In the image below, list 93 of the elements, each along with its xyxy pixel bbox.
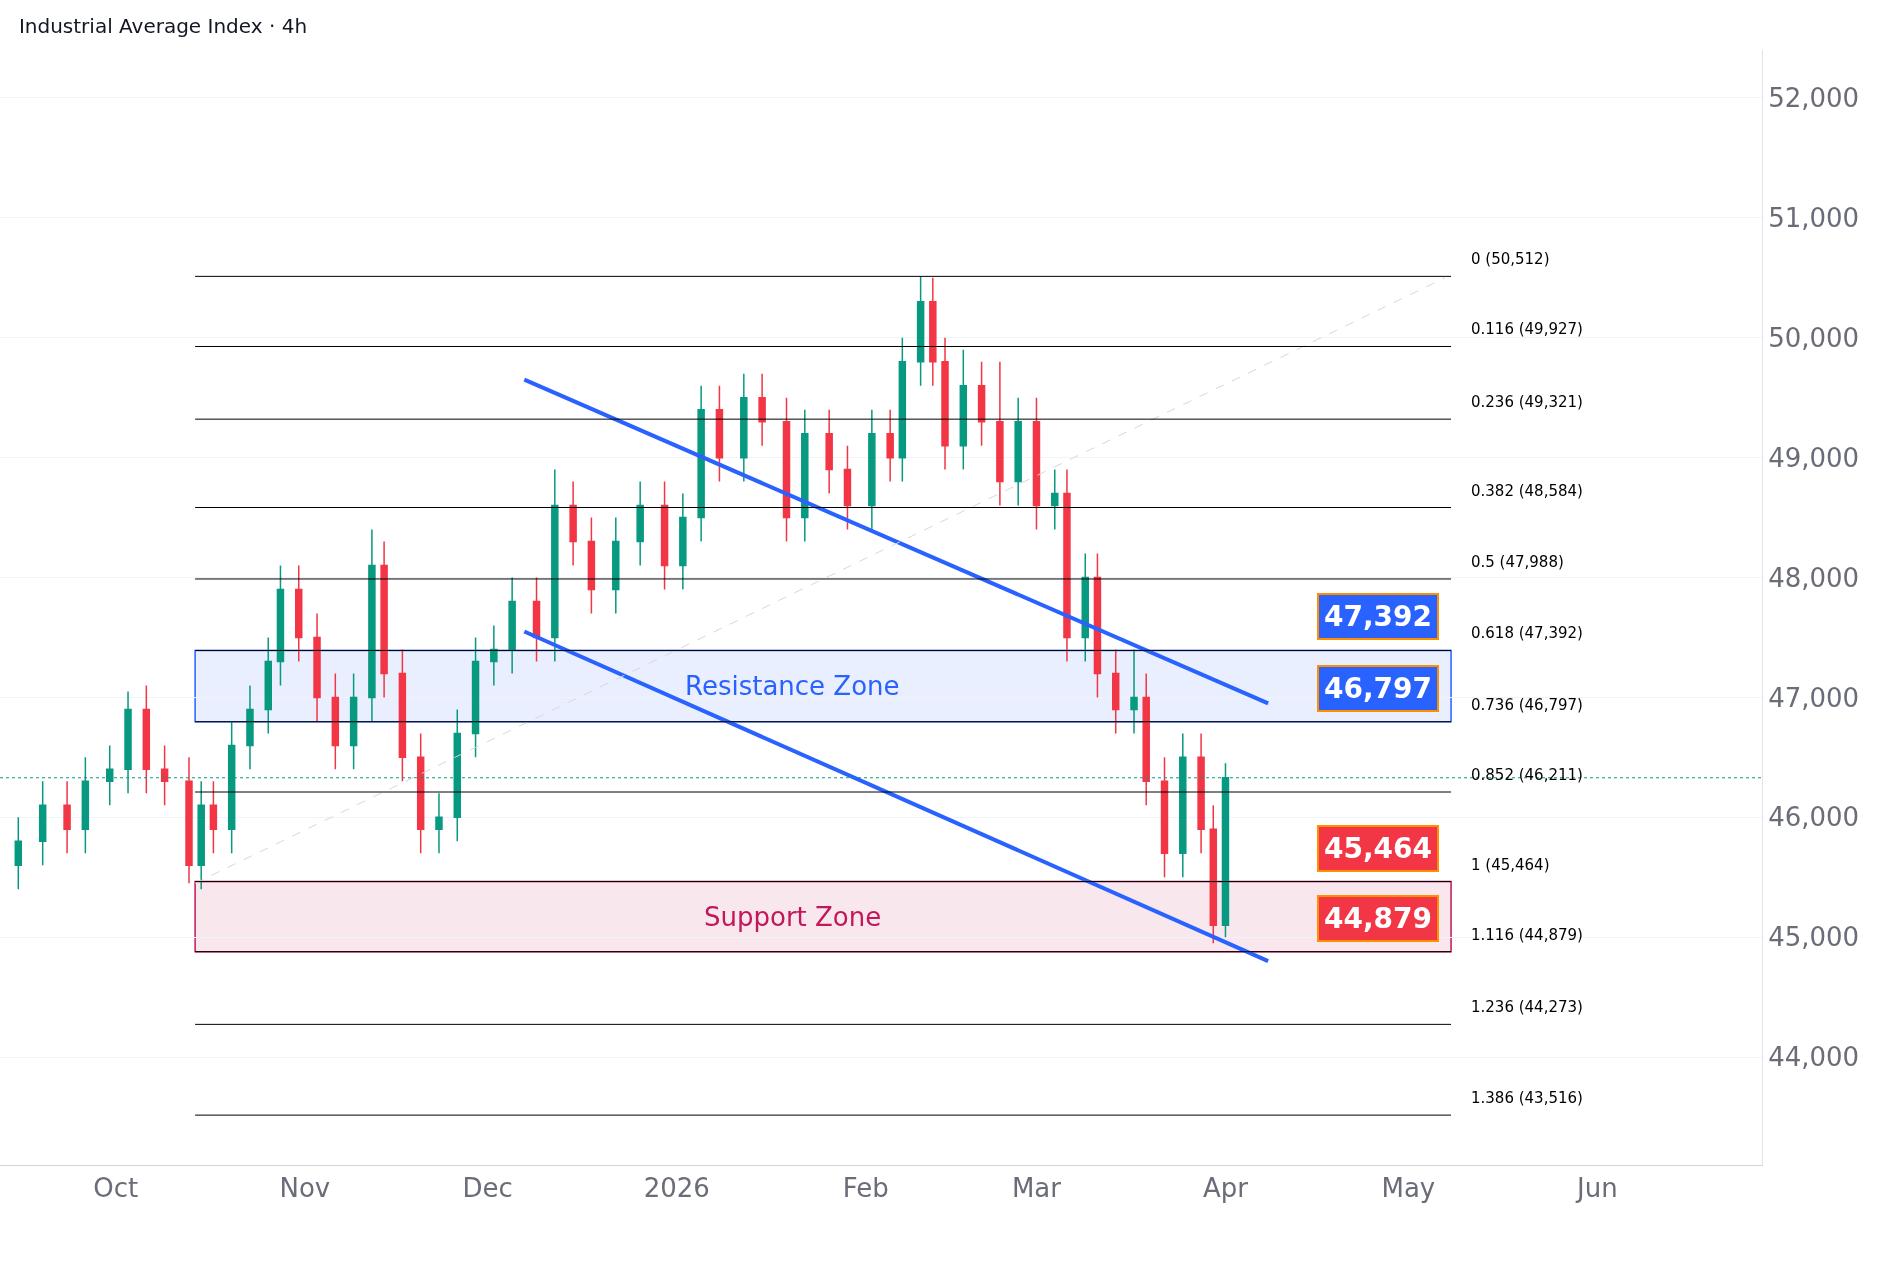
- candlestick: [349, 672, 358, 771]
- annotation: 46,797: [1324, 672, 1433, 705]
- candlestick: [246, 684, 254, 771]
- candlestick: [490, 624, 498, 687]
- candlestick: [197, 780, 205, 890]
- candlestick: [1111, 648, 1120, 735]
- ref-line-label: 0.852 (46,211): [1471, 766, 1583, 784]
- candlestick: [898, 336, 907, 483]
- candlestick: [660, 480, 669, 591]
- candlestick: [551, 468, 559, 663]
- candlestick: [1051, 468, 1059, 531]
- ref-line-label: 1.236 (44,273): [1471, 998, 1583, 1016]
- candlestick: [843, 444, 852, 531]
- candlestick: [1032, 396, 1041, 531]
- candlestick: [569, 480, 577, 567]
- ref-line-label: 0.5 (47,988): [1471, 553, 1564, 571]
- candlestick: [801, 408, 809, 543]
- y-tick-label: 44,000: [1768, 1042, 1860, 1073]
- y-tick-label: 49,000: [1768, 442, 1860, 473]
- annotation: 47,392: [1324, 600, 1433, 633]
- candlestick: [38, 780, 47, 867]
- annotation: 44,879: [1324, 902, 1433, 935]
- candlestick: [471, 636, 480, 759]
- chart-title: Industrial Average Index · 4h: [18, 14, 308, 39]
- x-tick-label: Apr: [1202, 1173, 1249, 1204]
- candlestick: [160, 744, 169, 807]
- candlestick: [398, 648, 407, 783]
- candlestick: [740, 372, 748, 483]
- ref-line-label: 1 (45,464): [1471, 856, 1550, 874]
- candlestick: [331, 672, 340, 771]
- y-tick-label: 52,000: [1768, 83, 1860, 114]
- candlestick: [782, 396, 791, 543]
- y-tick-label: 47,000: [1768, 682, 1860, 713]
- y-tick-label: 50,000: [1768, 322, 1860, 353]
- candlestick: [929, 277, 937, 387]
- x-tick-label: Mar: [1011, 1173, 1062, 1204]
- candlestick: [679, 492, 687, 591]
- candlestick: [697, 384, 705, 543]
- ref-line-label: 1.386 (43,516): [1471, 1089, 1583, 1107]
- x-tick-label: Nov: [279, 1173, 331, 1204]
- annotation: 45,464: [1324, 832, 1433, 865]
- candlestick: [368, 528, 376, 723]
- candlestick: [264, 636, 272, 735]
- candlestick: [977, 360, 986, 447]
- candlestick: [14, 816, 23, 890]
- ref-line-label: 0.618 (47,392): [1471, 624, 1583, 642]
- candlestick: [276, 564, 285, 687]
- y-tick-label: 51,000: [1768, 202, 1860, 233]
- candlestick: [1142, 672, 1150, 807]
- ref-line-label: 0.236 (49,321): [1471, 393, 1583, 411]
- candlestick: [380, 540, 388, 699]
- candlestick: [825, 408, 833, 495]
- candlestick: [868, 408, 876, 531]
- band-label: Support Zone: [704, 902, 882, 932]
- ref-line-label: 0.382 (48,584): [1471, 482, 1583, 500]
- candlestick: [435, 792, 443, 855]
- ref-line-label: 1.116 (44,879): [1471, 926, 1583, 944]
- candlestick: [715, 384, 724, 483]
- band-label: Resistance Zone: [685, 671, 900, 701]
- x-tick-label: Dec: [462, 1173, 513, 1204]
- candlestick: [959, 348, 968, 471]
- candlestick: [313, 612, 321, 723]
- candlestick: [209, 780, 218, 855]
- candlestick: [416, 732, 425, 855]
- y-tick-label: 46,000: [1768, 802, 1860, 833]
- y-tick-label: 45,000: [1768, 922, 1860, 953]
- candlestick: [1197, 732, 1205, 855]
- candlestick: [1014, 396, 1022, 507]
- candlestick: [1160, 756, 1169, 879]
- candlestick: [1130, 648, 1138, 735]
- candlestick: [587, 516, 596, 615]
- candlestick: [185, 756, 193, 884]
- candlestick: [1063, 468, 1071, 663]
- candlestick: [63, 780, 71, 855]
- x-tick-label: 2026: [643, 1173, 710, 1204]
- candlestick: [1209, 804, 1218, 944]
- candlestick: [916, 275, 925, 387]
- x-tick-label: Jun: [1575, 1173, 1618, 1204]
- x-tick-label: May: [1381, 1173, 1436, 1204]
- candlestick: [142, 684, 151, 795]
- candlestick: [941, 336, 949, 471]
- candlestick: [636, 480, 644, 567]
- candlestick: [758, 372, 766, 447]
- y-tick-label: 48,000: [1768, 562, 1860, 593]
- candlestick: [612, 516, 620, 615]
- ref-line-label: 0.116 (49,927): [1471, 320, 1583, 338]
- candlestick: [996, 360, 1004, 507]
- candlestick: [886, 408, 894, 483]
- ref-line-label: 0.736 (46,797): [1471, 696, 1583, 714]
- x-tick-label: Feb: [842, 1173, 889, 1204]
- candlestick: [295, 564, 303, 663]
- x-tick-label: Oct: [93, 1173, 139, 1204]
- ref-line-label: 0 (50,512): [1471, 250, 1550, 268]
